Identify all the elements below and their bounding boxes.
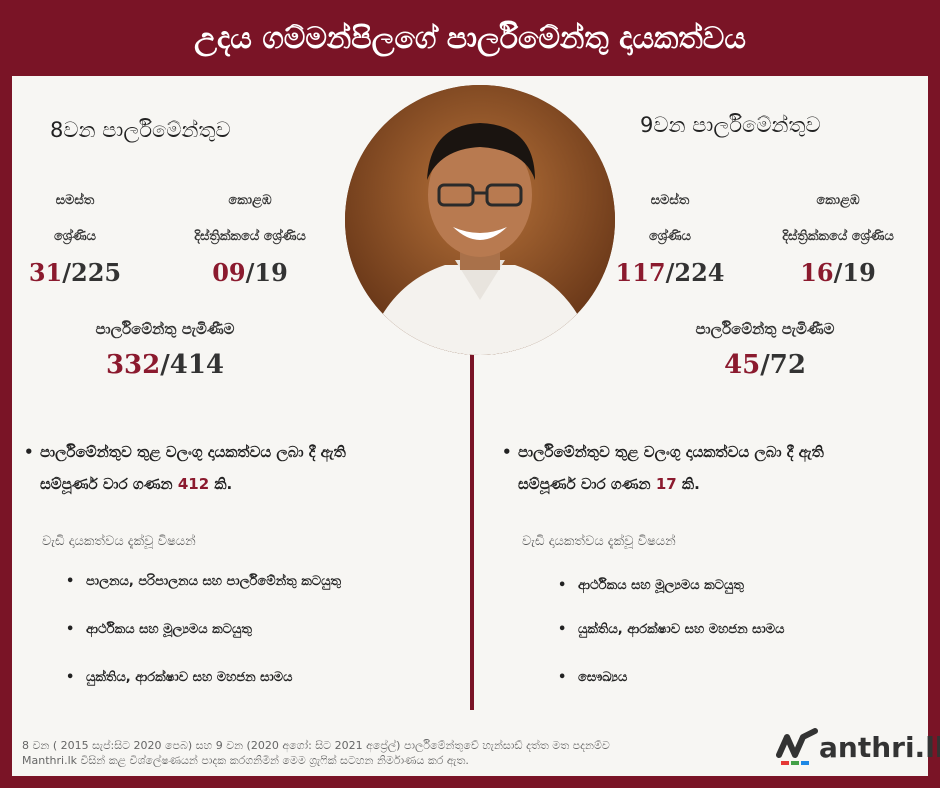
left-district-rank-value: 09/19: [150, 258, 350, 287]
right-bullet-line2: සම්පූර්ණ වාර ගණන 17 කි.: [518, 468, 928, 500]
right-overall-rank-value: 117/224: [605, 258, 735, 287]
right-district-label-line1: කොළඹ: [816, 193, 860, 208]
left-topic-3-text: යුක්තිය, ආරක්ෂාව සහ මහජන සාමය: [86, 670, 293, 685]
footer-line2: Manthri.lk විසින් කළ විශ්ලේෂණයන් පාදක කර…: [22, 754, 469, 767]
right-bullet-text-a: සම්පූර්ණ වාර ගණන: [518, 475, 656, 493]
right-topic-2-text: යුක්තිය, ආරක්ෂාව සහ මහජන සාමය: [578, 622, 785, 637]
left-bullet-line2: සම්පූර්ණ වාර ගණන 412 කි.: [40, 468, 460, 500]
left-district-label-line1: කොළඹ: [228, 193, 272, 208]
page-title: උදය ගම්මන්පිලගේ පාර්ලිමේන්තු දායකත්වය: [194, 20, 746, 56]
left-overall-total: /225: [62, 258, 122, 287]
bullet-dot: •: [66, 574, 75, 589]
right-bullet-text-b: කි.: [676, 475, 700, 493]
left-topic-3: • යුක්තිය, ආරක්ෂාව සහ මහජන සාමය: [66, 670, 293, 685]
left-topic-1: • පාලනය, පරිපාලනය සහ පාර්ලිමේන්තු කටයුතු: [66, 574, 342, 589]
right-attendance-total: /72: [760, 350, 806, 380]
left-bullet-line1: පාර්ලිමේන්තුව තුළ වලංගු දායකත්වය ලබා දී …: [40, 443, 346, 461]
left-overall-label-line1: සමස්ත: [55, 193, 95, 208]
bullet-dot: •: [502, 443, 512, 461]
right-topic-3: • සෞඛ්‍යය: [558, 670, 628, 685]
left-attendance-total: /414: [160, 350, 225, 380]
right-overall-rank: 117: [615, 258, 666, 287]
left-contribution-count: 412: [177, 475, 210, 493]
left-attendance-label: පාර්ලිමේන්තු පැමිණීම: [95, 320, 235, 338]
right-topic-1: • ආර්ථිකය සහ මූල්‍යමය කටයුතු: [558, 578, 744, 593]
left-district-total: /19: [245, 258, 288, 287]
left-bullet-text-b: කි.: [209, 475, 233, 493]
center-divider: [470, 350, 474, 710]
left-overall-rank-label: සමස්ත ශ්‍රේණිය: [20, 183, 130, 255]
right-bullet-line1: පාර්ලිමේන්තුව තුළ වලංගු දායකත්වය ලබා දී …: [518, 443, 824, 461]
bullet-dot: •: [66, 670, 75, 685]
right-district-label-line2: දිස්ත්‍රික්කයේ ශ්‍රේණිය: [782, 229, 894, 244]
left-overall-rank: 31: [28, 258, 63, 287]
right-topics-heading: වැඩි දායකත්වය දැක්වූ විෂයන්: [522, 534, 676, 549]
bullet-dot: •: [558, 622, 567, 637]
right-parliament-title: 9වන පාර්ලිමේන්තුව: [640, 113, 821, 137]
right-district-rank: 16: [800, 258, 834, 287]
left-contribution-bullet: • පාර්ලිමේන්තුව තුළ වලංගු දායකත්වය ලබා ද…: [24, 436, 460, 500]
left-district-label-line2: දිස්ත්‍රික්කයේ ශ්‍රේණිය: [194, 229, 306, 244]
right-attendance: 45: [724, 350, 761, 380]
bullet-dot: •: [558, 578, 567, 593]
left-bullet-text-a: සම්පූර්ණ වාර ගණන: [40, 475, 178, 493]
left-overall-rank-value: 31/225: [20, 258, 130, 287]
header-bar: උදය ගම්මන්පිලගේ පාර්ලිමේන්තු දායකත්වය: [0, 0, 940, 76]
portrait-illustration: [345, 85, 615, 355]
left-attendance-value: 332/414: [40, 350, 290, 380]
left-overall-label-line2: ශ්‍රේණිය: [53, 229, 97, 244]
right-topic-2: • යුක්තිය, ආරක්ෂාව සහ මහජන සාමය: [558, 622, 785, 637]
right-attendance-label: පාර්ලිමේන්තු පැමිණීම: [695, 320, 835, 338]
right-overall-label-line2: ශ්‍රේණිය: [648, 229, 692, 244]
footer-line1: 8 වන ( 2015 සැප්:සිට 2020 පෙබ) සහ 9 වන (…: [22, 739, 610, 752]
left-topic-2-text: ආර්ථිකය සහ මූල්‍යමය කටයුතු: [86, 622, 252, 637]
left-topic-2: • ආර්ථිකය සහ මූල්‍යමය කටයුතු: [66, 622, 252, 637]
right-district-total: /19: [833, 258, 876, 287]
right-attendance-value: 45/72: [640, 350, 890, 380]
bullet-dot: •: [558, 670, 567, 685]
right-overall-label-line1: සමස්ත: [650, 193, 690, 208]
manthri-logo: anthri.lk: [775, 725, 940, 769]
bullet-dot: •: [66, 622, 75, 637]
left-district-rank-label: කොළඹ දිස්ත්‍රික්කයේ ශ්‍රේණිය: [150, 183, 350, 255]
right-topic-3-text: සෞඛ්‍යය: [578, 670, 628, 685]
left-topic-1-text: පාලනය, පරිපාලනය සහ පාර්ලිමේන්තු කටයුතු: [86, 574, 342, 589]
right-topic-1-text: ආර්ථිකය සහ මූල්‍යමය කටයුතු: [578, 578, 744, 593]
footer-note: 8 වන ( 2015 සැප්:සිට 2020 පෙබ) සහ 9 වන (…: [22, 738, 782, 768]
left-attendance: 332: [105, 350, 161, 380]
right-district-rank-label: කොළඹ දිස්ත්‍රික්කයේ ශ්‍රේණිය: [738, 183, 938, 255]
left-parliament-title: 8වන පාර්ලිමේන්තුව: [50, 118, 231, 142]
right-overall-rank-label: සමස්ත ශ්‍රේණිය: [615, 183, 725, 255]
m-check-logo-icon: [776, 728, 818, 765]
portrait-photo: [345, 85, 615, 355]
logo-text: anthri.lk: [819, 730, 940, 764]
right-contribution-bullet: • පාර්ලිමේන්තුව තුළ වලංගු දායකත්වය ලබා ද…: [502, 436, 928, 500]
bullet-dot: •: [24, 443, 34, 461]
left-district-rank: 09: [212, 258, 246, 287]
right-district-rank-value: 16/19: [738, 258, 938, 287]
left-topics-heading: වැඩි දායකත්වය දැක්වූ විෂයන්: [42, 534, 196, 549]
right-contribution-count: 17: [655, 475, 677, 493]
right-overall-total: /224: [665, 258, 725, 287]
